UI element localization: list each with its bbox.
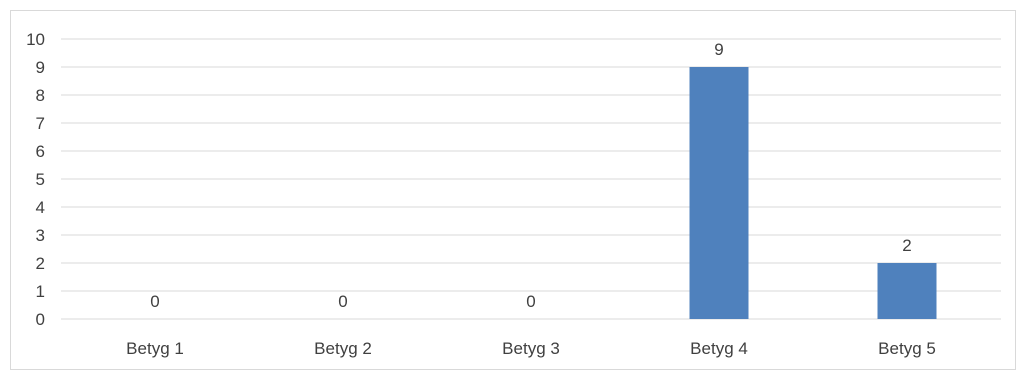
chart-frame: 0 1 2 3 4 5 6 7 8 9 10 0 0 0 9 2 Betyg 1 Betyg 2 Betyg 3… bbox=[10, 10, 1016, 370]
gridlines bbox=[61, 38, 1001, 320]
x-category-label: Betyg 4 bbox=[690, 339, 748, 358]
y-tick-label: 6 bbox=[36, 142, 45, 161]
x-category-label: Betyg 5 bbox=[878, 339, 936, 358]
bar-chart: 0 1 2 3 4 5 6 7 8 9 10 0 0 0 9 2 Betyg 1 Betyg 2 Betyg 3… bbox=[26, 30, 1001, 358]
y-tick-label: 8 bbox=[36, 86, 45, 105]
y-tick-label: 5 bbox=[36, 170, 45, 189]
bar-5 bbox=[877, 263, 937, 319]
bar-4 bbox=[689, 67, 749, 319]
data-label-1: 0 bbox=[150, 292, 159, 311]
y-tick-label: 1 bbox=[36, 282, 45, 301]
data-label-5: 2 bbox=[902, 236, 911, 255]
y-tick-label: 0 bbox=[36, 310, 45, 329]
bars bbox=[689, 67, 937, 319]
y-axis-ticks: 0 1 2 3 4 5 6 7 8 9 10 bbox=[26, 30, 45, 329]
y-tick-label: 10 bbox=[26, 30, 45, 49]
data-label-4: 9 bbox=[714, 40, 723, 59]
y-tick-label: 2 bbox=[36, 254, 45, 273]
y-tick-label: 4 bbox=[36, 198, 45, 217]
data-labels: 0 0 0 9 2 bbox=[150, 40, 911, 311]
data-label-2: 0 bbox=[338, 292, 347, 311]
y-tick-label: 7 bbox=[36, 114, 45, 133]
x-category-label: Betyg 2 bbox=[314, 339, 372, 358]
x-axis-categories: Betyg 1 Betyg 2 Betyg 3 Betyg 4 Betyg 5 bbox=[126, 339, 936, 358]
y-tick-label: 3 bbox=[36, 226, 45, 245]
data-label-3: 0 bbox=[526, 292, 535, 311]
x-category-label: Betyg 3 bbox=[502, 339, 560, 358]
x-category-label: Betyg 1 bbox=[126, 339, 184, 358]
y-tick-label: 9 bbox=[36, 58, 45, 77]
